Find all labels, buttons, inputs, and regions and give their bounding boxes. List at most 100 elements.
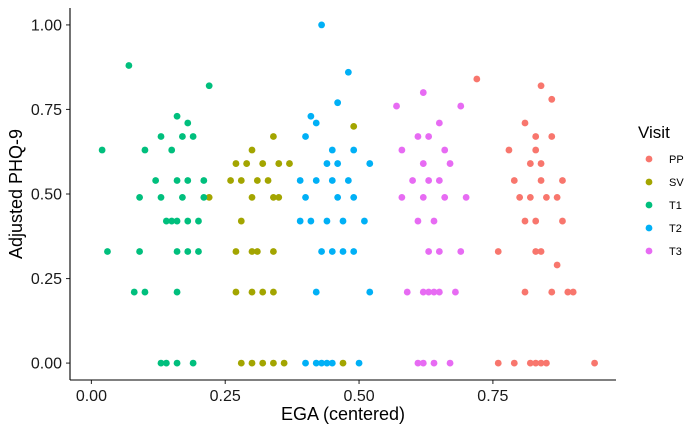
point-t1 bbox=[162, 217, 170, 225]
point-sv bbox=[275, 160, 283, 167]
point-t3 bbox=[430, 217, 438, 225]
point-t2 bbox=[323, 160, 331, 167]
point-pp bbox=[494, 248, 502, 255]
point-pp bbox=[526, 359, 534, 367]
point-t2 bbox=[344, 177, 352, 184]
point-t1 bbox=[141, 288, 149, 296]
point-t3 bbox=[414, 133, 422, 140]
point-t2 bbox=[366, 288, 374, 296]
point-t2 bbox=[350, 146, 358, 154]
point-t3 bbox=[441, 146, 449, 154]
y-tick-label: 0.00 bbox=[31, 356, 62, 373]
point-pp bbox=[537, 177, 545, 184]
legend-label-t1: T1 bbox=[669, 200, 682, 212]
point-pp bbox=[548, 133, 556, 140]
legend-items: PP SV T1 T2 T3 bbox=[645, 154, 684, 258]
point-pp bbox=[537, 359, 545, 367]
point-t1 bbox=[157, 359, 165, 367]
point-pp bbox=[526, 193, 534, 201]
point-t3 bbox=[435, 248, 443, 255]
point-pp bbox=[559, 177, 566, 184]
point-sv bbox=[259, 160, 267, 167]
point-t2 bbox=[312, 119, 320, 127]
point-t3 bbox=[441, 193, 449, 201]
legend-key-sv bbox=[645, 178, 653, 186]
point-pp bbox=[510, 177, 518, 184]
point-pp bbox=[548, 95, 556, 103]
point-pp bbox=[559, 217, 566, 225]
point-t3 bbox=[425, 133, 433, 140]
x-tick-label: 0.50 bbox=[343, 388, 374, 405]
x-axis-ticks: 0.00 0.25 0.50 0.75 bbox=[76, 380, 509, 405]
point-t1 bbox=[205, 82, 213, 90]
point-t2 bbox=[334, 193, 342, 201]
point-t2 bbox=[328, 177, 336, 184]
point-t3 bbox=[398, 146, 406, 154]
point-t1 bbox=[173, 248, 181, 255]
point-t1 bbox=[104, 248, 111, 255]
point-pp bbox=[532, 146, 540, 154]
point-t3 bbox=[425, 248, 433, 255]
point-sv bbox=[248, 288, 256, 296]
point-t3 bbox=[414, 359, 422, 367]
point-t1 bbox=[168, 146, 176, 154]
point-pp bbox=[569, 288, 577, 296]
point-t3 bbox=[419, 89, 427, 96]
point-pp bbox=[537, 160, 545, 167]
point-pp bbox=[564, 288, 572, 296]
point-sv bbox=[286, 160, 293, 167]
point-t2 bbox=[307, 217, 315, 225]
point-t3 bbox=[446, 160, 454, 167]
point-t1 bbox=[184, 248, 192, 255]
point-t1 bbox=[179, 133, 186, 140]
y-tick-label: 0.75 bbox=[31, 102, 62, 119]
point-t2 bbox=[296, 177, 304, 184]
point-t2 bbox=[318, 359, 325, 367]
point-t3 bbox=[393, 102, 400, 110]
point-t1 bbox=[184, 177, 192, 184]
legend-key-t2 bbox=[645, 224, 653, 232]
point-t2 bbox=[323, 359, 331, 367]
point-t2 bbox=[296, 217, 304, 225]
point-sv bbox=[232, 160, 240, 167]
point-t1 bbox=[184, 119, 192, 127]
legend-key-t3 bbox=[645, 247, 653, 255]
legend-title: Visit bbox=[638, 123, 670, 142]
point-sv bbox=[243, 160, 251, 167]
point-t2 bbox=[302, 133, 309, 140]
point-t2 bbox=[312, 177, 320, 184]
point-t1 bbox=[173, 112, 181, 120]
point-t2 bbox=[328, 248, 336, 255]
legend-label-t2: T2 bbox=[669, 223, 682, 235]
point-pp bbox=[537, 248, 545, 255]
legend-label-sv: SV bbox=[669, 177, 684, 189]
point-t2 bbox=[328, 146, 336, 154]
point-sv bbox=[237, 359, 245, 367]
point-pp bbox=[553, 193, 561, 201]
point-t1 bbox=[173, 217, 181, 225]
point-sv bbox=[253, 248, 261, 255]
point-t2 bbox=[307, 112, 315, 120]
point-t2 bbox=[302, 193, 309, 201]
point-sv bbox=[232, 248, 240, 255]
point-pp bbox=[532, 217, 540, 225]
point-sv bbox=[237, 217, 245, 225]
point-t2 bbox=[350, 248, 358, 255]
point-sv bbox=[248, 359, 256, 367]
point-t3 bbox=[435, 288, 443, 296]
point-pp bbox=[510, 359, 518, 367]
point-t2 bbox=[339, 248, 347, 255]
point-t1 bbox=[179, 193, 186, 201]
point-t3 bbox=[446, 359, 454, 367]
point-t3 bbox=[457, 248, 465, 255]
point-t1 bbox=[141, 146, 149, 154]
point-t1 bbox=[173, 359, 181, 367]
point-sv bbox=[232, 288, 240, 296]
point-sv bbox=[270, 133, 277, 140]
point-sv bbox=[205, 193, 213, 201]
point-pp bbox=[532, 359, 540, 367]
point-t3 bbox=[452, 288, 459, 296]
point-t1 bbox=[173, 288, 181, 296]
point-pp bbox=[521, 217, 529, 225]
